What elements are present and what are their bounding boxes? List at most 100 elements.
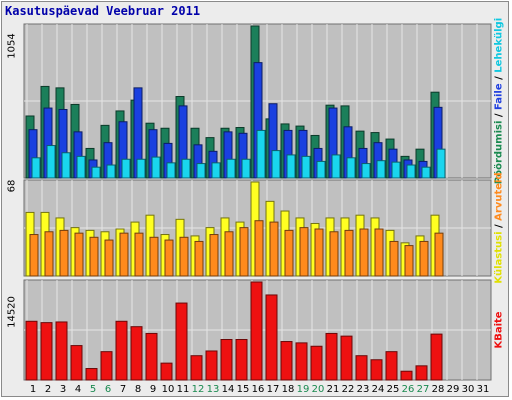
middle-bar-Arvuteid-day-1	[29, 234, 39, 277]
top-bar-Lehekülgi-day-8	[136, 158, 146, 179]
top-bar-Lehekülgi-day-17	[271, 150, 281, 179]
x-tick-label-day-8: 8	[135, 384, 141, 395]
bottom-bar-KBaite-day-10	[160, 362, 173, 381]
top-bar-Lehekülgi-day-1	[31, 157, 41, 179]
middle-bar-Arvuteid-day-4	[74, 232, 84, 277]
bottom-bar-KBaite-day-13	[205, 350, 218, 381]
bottom-bar-KBaite-day-24	[370, 359, 383, 381]
bottom-bar-KBaite-day-23	[355, 355, 368, 381]
bottom-bar-KBaite-day-26	[400, 370, 413, 381]
middle-bar-Arvuteid-day-16	[254, 220, 264, 277]
bottom-bar-KBaite-day-22	[340, 335, 353, 381]
bottom-bar-KBaite-day-21	[325, 332, 338, 381]
middle-bar-Arvuteid-day-11	[179, 236, 189, 277]
middle-bar-Arvuteid-day-27	[419, 240, 429, 277]
x-tick-label-day-15: 15	[237, 384, 250, 395]
top-bar-Lehekülgi-day-5	[91, 166, 101, 179]
x-tick-label-day-26: 26	[402, 384, 415, 395]
bottom-bar-KBaite-day-25	[385, 351, 398, 381]
middle-bar-Arvuteid-day-9	[149, 236, 159, 277]
x-tick-label-day-10: 10	[162, 384, 175, 395]
bottom-bar-KBaite-day-12	[190, 355, 203, 381]
x-tick-label-day-18: 18	[282, 384, 295, 395]
middle-bar-Arvuteid-day-19	[299, 227, 309, 277]
bottom-bar-KBaite-day-14	[220, 339, 233, 381]
top-bar-Lehekülgi-day-25	[391, 161, 401, 179]
middle-bar-Arvuteid-day-3	[59, 229, 69, 277]
middle-bar-Arvuteid-day-13	[209, 234, 219, 277]
x-tick-label-day-19: 19	[297, 384, 310, 395]
x-tick-label-day-25: 25	[387, 384, 400, 395]
top-bar-Lehekülgi-day-15	[241, 158, 251, 179]
x-tick-label-day-23: 23	[357, 384, 370, 395]
bottom-bar-KBaite-day-8	[130, 326, 143, 381]
bottom-bar-KBaite-day-11	[175, 302, 188, 381]
top-bar-Lehekülgi-day-12	[196, 163, 206, 179]
x-tick-label-day-16: 16	[252, 384, 265, 395]
middle-bar-Arvuteid-day-21	[329, 231, 339, 277]
x-tick-label-day-11: 11	[177, 384, 190, 395]
middle-bar-Arvuteid-day-8	[134, 232, 144, 277]
x-tick-label-day-17: 17	[267, 384, 280, 395]
bottom-bar-KBaite-day-15	[235, 339, 248, 381]
top-bar-Lehekülgi-day-10	[166, 162, 176, 179]
top-bar-Lehekülgi-day-27	[421, 166, 431, 179]
middle-bar-Arvuteid-day-12	[194, 240, 204, 277]
x-tick-label-day-1: 1	[30, 384, 36, 395]
x-tick-label-day-12: 12	[192, 384, 205, 395]
x-tick-label-day-22: 22	[342, 384, 355, 395]
x-tick-label-day-28: 28	[432, 384, 445, 395]
middle-bar-Arvuteid-day-10	[164, 239, 174, 277]
x-tick-label-day-13: 13	[207, 384, 220, 395]
bottom-bar-KBaite-day-28	[430, 333, 443, 381]
bottom-bar-KBaite-day-2	[40, 322, 53, 381]
bottom-bar-KBaite-day-9	[145, 332, 158, 381]
bottom-bar-KBaite-day-7	[115, 320, 128, 381]
top-bar-Lehekülgi-day-18	[286, 154, 296, 179]
x-tick-label-day-24: 24	[372, 384, 385, 395]
bottom-bar-KBaite-day-17	[265, 294, 278, 381]
middle-bar-Arvuteid-day-7	[119, 232, 129, 277]
middle-bar-Arvuteid-day-28	[434, 232, 444, 277]
x-tick-label-day-2: 2	[45, 384, 51, 395]
top-bar-Lehekülgi-day-19	[301, 155, 311, 179]
top-bar-Lehekülgi-day-21	[331, 154, 341, 179]
bottom-bar-KBaite-day-27	[415, 365, 428, 381]
x-tick-label-day-31: 31	[477, 384, 490, 395]
top-bar-Lehekülgi-day-2	[46, 145, 56, 179]
top-bar-Lehekülgi-day-16	[256, 129, 266, 179]
middle-bar-Arvuteid-day-23	[359, 228, 369, 277]
x-tick-label-day-30: 30	[462, 384, 475, 395]
top-bar-Lehekülgi-day-26	[406, 164, 416, 179]
middle-bar-Arvuteid-day-14	[224, 231, 234, 277]
bottom-bar-KBaite-day-6	[100, 351, 113, 381]
x-tick-label-day-3: 3	[60, 384, 66, 395]
bottom-bar-KBaite-day-3	[55, 321, 68, 381]
top-bar-Lehekülgi-day-3	[61, 152, 71, 179]
top-bar-Lehekülgi-day-24	[376, 160, 386, 179]
x-tick-label-day-29: 29	[447, 384, 460, 395]
middle-bar-Arvuteid-day-15	[239, 227, 249, 277]
top-bar-Lehekülgi-day-4	[76, 155, 86, 179]
bottom-bar-KBaite-day-19	[295, 342, 308, 381]
middle-bar-Arvuteid-day-5	[89, 236, 99, 277]
bottom-bar-KBaite-day-18	[280, 341, 293, 381]
middle-bar-Arvuteid-day-20	[314, 228, 324, 277]
bottom-bar-KBaite-day-16	[250, 281, 263, 381]
top-bar-Lehekülgi-day-28	[436, 148, 446, 179]
x-tick-label-day-9: 9	[150, 384, 156, 395]
top-bar-Lehekülgi-day-20	[316, 160, 326, 179]
x-tick-label-day-7: 7	[120, 384, 126, 395]
top-bar-Lehekülgi-day-7	[121, 158, 131, 179]
bottom-bar-KBaite-day-5	[85, 368, 98, 381]
top-bar-Lehekülgi-day-22	[346, 157, 356, 179]
middle-bar-Arvuteid-day-2	[44, 231, 54, 277]
top-bar-Lehekülgi-day-9	[151, 156, 161, 179]
x-tick-label-day-5: 5	[90, 384, 96, 395]
middle-bar-Arvuteid-day-25	[389, 240, 399, 277]
x-tick-label-day-20: 20	[312, 384, 325, 395]
top-bar-Lehekülgi-day-23	[361, 163, 371, 179]
x-tick-label-day-21: 21	[327, 384, 340, 395]
x-tick-label-day-6: 6	[105, 384, 111, 395]
middle-bar-Arvuteid-day-24	[374, 228, 384, 277]
